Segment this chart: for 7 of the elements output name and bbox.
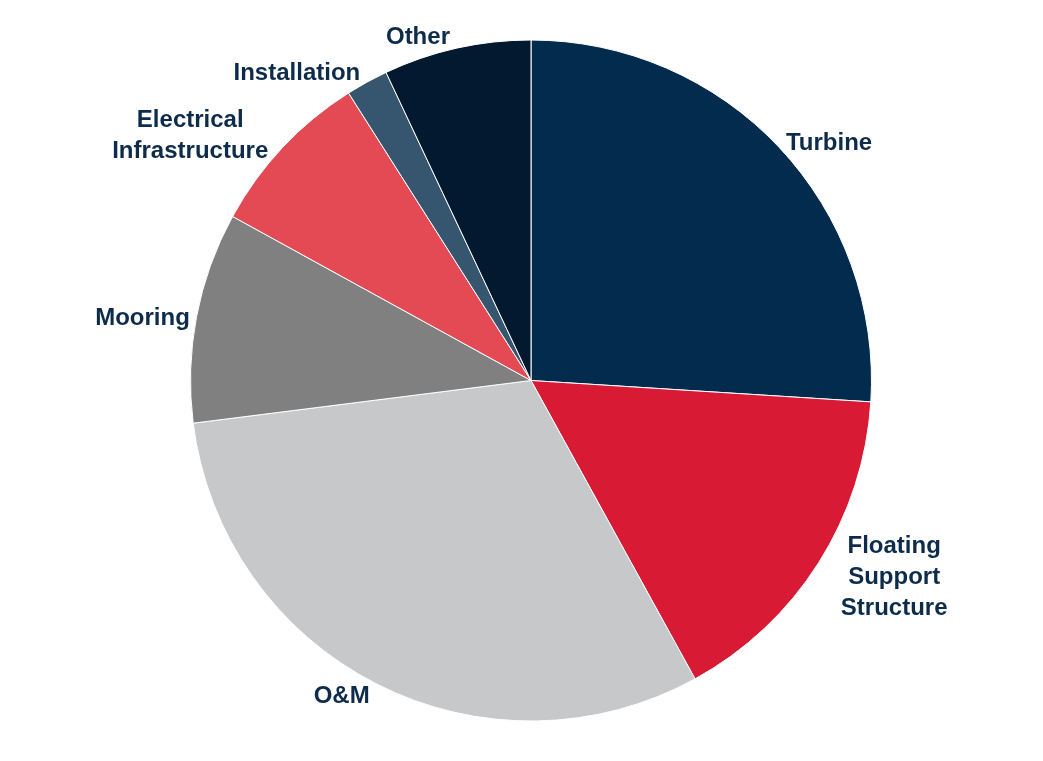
slice-label: Installation — [233, 58, 361, 86]
slice-label: O&M — [313, 681, 370, 709]
slice-label: Turbine — [785, 127, 873, 155]
slice-label: Mooring — [95, 302, 190, 330]
slice-label: Floating Support Structure — [840, 531, 948, 621]
slice-label: Electrical Infrastructure — [112, 104, 269, 163]
slice-label: Other — [385, 21, 450, 49]
